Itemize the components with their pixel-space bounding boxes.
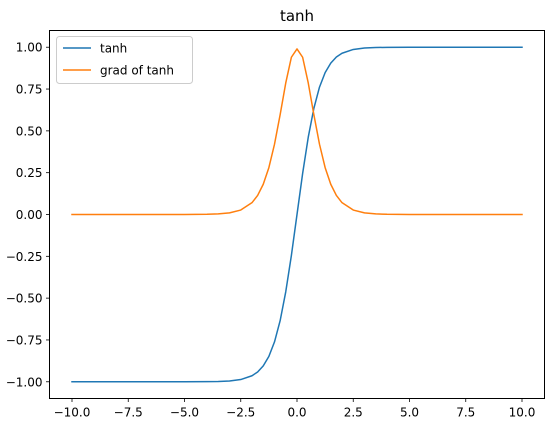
y-tick-label: 0.50 <box>16 124 43 138</box>
chart-title: tanh <box>280 7 314 25</box>
x-tick-label: 5.0 <box>400 406 419 420</box>
y-tick-label: −0.50 <box>6 292 43 306</box>
x-tick-label: 2.5 <box>344 406 363 420</box>
plot-frame <box>49 30 545 399</box>
x-tick-label: −7.5 <box>114 406 143 420</box>
legend: tanh grad of tanh <box>56 36 193 84</box>
x-tick-label: −5.0 <box>170 406 199 420</box>
y-tick-label: 0.25 <box>16 166 43 180</box>
x-tick-label: 10.0 <box>509 406 536 420</box>
x-tick-label: 7.5 <box>456 406 475 420</box>
series-line-grad-of-tanh <box>71 48 523 216</box>
x-tick-label: −10.0 <box>54 406 91 420</box>
y-tick-label: 0.00 <box>16 208 43 222</box>
y-axis-ticks: −1.00 −0.75 −0.50 −0.25 0.00 0.25 0.50 0.75 1.00 <box>6 41 50 389</box>
y-tick-label: 1.00 <box>16 41 43 55</box>
x-tick-label: −2.5 <box>226 406 255 420</box>
series-line-tanh <box>71 46 523 383</box>
y-tick-label: −0.75 <box>6 333 43 347</box>
y-tick-label: −1.00 <box>6 375 43 389</box>
legend-label: tanh <box>100 42 127 56</box>
y-tick-label: −0.25 <box>6 250 43 264</box>
legend-label: grad of tanh <box>100 64 174 78</box>
y-tick-label: 0.75 <box>16 83 43 97</box>
x-tick-label: 0.0 <box>287 406 306 420</box>
x-axis-ticks: −10.0 −7.5 −5.0 −2.5 0.0 2.5 5.0 7.5 10.0 <box>54 398 536 420</box>
plot-lines <box>71 46 523 383</box>
